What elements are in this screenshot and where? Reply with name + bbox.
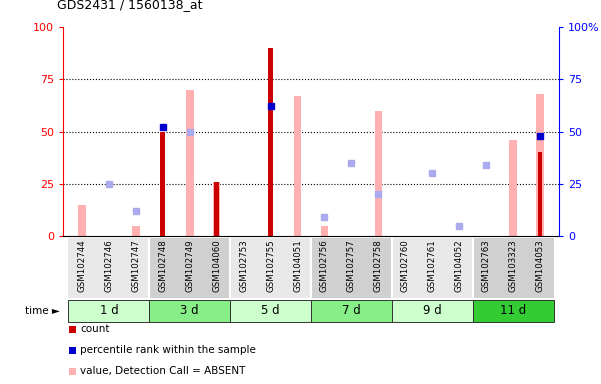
Text: 11 d: 11 d [500, 304, 526, 317]
Text: GSM104051: GSM104051 [293, 239, 302, 292]
Bar [132, 226, 139, 236]
Bar [392, 300, 473, 322]
Bar [215, 182, 219, 236]
Bar [392, 238, 473, 298]
Text: time ►: time ► [25, 306, 60, 316]
Bar [268, 48, 273, 236]
Bar [473, 238, 554, 298]
Text: GSM102753: GSM102753 [239, 239, 248, 292]
Text: GSM104053: GSM104053 [535, 239, 545, 292]
Text: 9 d: 9 d [423, 304, 442, 317]
Text: GDS2431 / 1560138_at: GDS2431 / 1560138_at [57, 0, 203, 12]
Bar [186, 90, 194, 236]
Bar [213, 182, 221, 236]
Bar [78, 205, 86, 236]
Text: GSM102761: GSM102761 [428, 239, 437, 292]
Text: GSM102748: GSM102748 [158, 239, 167, 292]
Text: GSM102760: GSM102760 [401, 239, 410, 292]
Text: GSM104060: GSM104060 [212, 239, 221, 292]
Bar [230, 238, 311, 298]
Bar [473, 300, 554, 322]
Text: GSM102757: GSM102757 [347, 239, 356, 292]
Bar [536, 94, 544, 236]
Text: GSM102755: GSM102755 [266, 239, 275, 292]
Text: GSM102763: GSM102763 [481, 239, 490, 292]
Text: GSM102756: GSM102756 [320, 239, 329, 292]
Text: GSM103323: GSM103323 [508, 239, 517, 292]
Text: GSM102747: GSM102747 [132, 239, 141, 292]
Bar [160, 131, 165, 236]
Text: GSM102758: GSM102758 [374, 239, 383, 292]
Bar [311, 300, 392, 322]
Bar [538, 152, 543, 236]
Text: count: count [81, 324, 110, 334]
Bar [230, 300, 311, 322]
Text: GSM102746: GSM102746 [105, 239, 114, 292]
Text: 7 d: 7 d [342, 304, 361, 317]
Bar [374, 111, 382, 236]
Bar [321, 226, 328, 236]
Text: 3 d: 3 d [180, 304, 199, 317]
Text: GSM104052: GSM104052 [455, 239, 464, 292]
Text: 5 d: 5 d [261, 304, 280, 317]
Text: value, Detection Call = ABSENT: value, Detection Call = ABSENT [81, 366, 246, 376]
Bar [311, 238, 392, 298]
Bar [149, 300, 230, 322]
Text: GSM102749: GSM102749 [185, 239, 194, 292]
Bar [510, 140, 517, 236]
Text: percentile rank within the sample: percentile rank within the sample [81, 345, 256, 355]
Bar [69, 300, 149, 322]
Bar [149, 238, 230, 298]
Text: GSM102744: GSM102744 [78, 239, 87, 292]
Bar [69, 238, 149, 298]
Text: 1 d: 1 d [100, 304, 118, 317]
Bar [294, 96, 301, 236]
